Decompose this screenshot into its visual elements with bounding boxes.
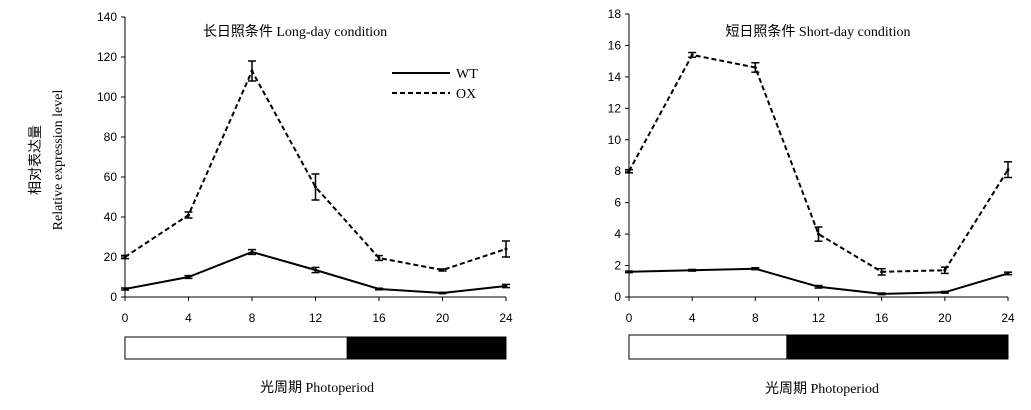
y-tick-label: 18 — [608, 7, 622, 21]
legend-label-wt: WT — [456, 67, 478, 82]
series-line-wt — [628, 267, 1009, 295]
y-axis-label-en: Relative expression level — [51, 90, 66, 231]
photoperiod-light-bar — [628, 334, 788, 360]
x-tick-label: 16 — [372, 311, 386, 325]
y-tick-label: 120 — [97, 50, 117, 64]
y-tick-label: 0 — [614, 290, 621, 304]
y-axis-label-cn: 相对表达量 — [28, 125, 44, 195]
photoperiod-dark-bar — [786, 334, 1009, 360]
x-tick-label: 8 — [249, 311, 256, 325]
x-tick-label: 20 — [938, 311, 952, 325]
x-tick-label: 12 — [309, 311, 323, 325]
photoperiod-light-bar — [124, 336, 348, 360]
photoperiod-dark-bar — [346, 336, 507, 360]
y-tick-label: 0 — [110, 290, 117, 304]
y-tick-label: 6 — [614, 196, 621, 210]
y-tick-label: 80 — [104, 130, 118, 144]
y-tick-label: 2 — [614, 259, 621, 273]
y-tick-label: 4 — [614, 227, 621, 241]
y-tick-label: 20 — [104, 250, 118, 264]
x-tick-label: 4 — [185, 311, 192, 325]
y-tick-label: 10 — [608, 133, 622, 147]
y-tick-label: 40 — [104, 210, 118, 224]
x-tick-label: 8 — [752, 311, 759, 325]
x-tick-label: 4 — [689, 311, 696, 325]
x-tick-label: 12 — [812, 311, 826, 325]
y-tick-label: 8 — [614, 164, 621, 178]
x-tick-label: 0 — [122, 311, 129, 325]
y-tick-label: 60 — [104, 170, 118, 184]
y-tick-label: 100 — [97, 90, 117, 104]
y-tick-label: 12 — [608, 101, 622, 115]
x-tick-label: 20 — [436, 311, 450, 325]
legend: WT OX — [392, 67, 478, 102]
y-tick-label: 14 — [608, 70, 622, 84]
series-line-ox — [124, 68, 507, 272]
chart-title: 短日照条件 Short-day condition — [725, 23, 910, 40]
chart-title: 长日照条件 Long-day condition — [203, 23, 387, 40]
y-axis-label: 相对表达量 Relative expression level — [28, 90, 66, 231]
x-tick-label: 16 — [875, 311, 889, 325]
x-axis-label: 光周期 Photoperiod — [765, 381, 879, 397]
legend-label-ox: OX — [456, 87, 476, 102]
chart-short-day: 短日照条件 Short-day condition 光周期 Photoperio… — [608, 7, 1015, 397]
y-tick-label: 140 — [97, 10, 117, 24]
x-tick-label: 24 — [499, 311, 513, 325]
x-axis-label: 光周期 Photoperiod — [260, 380, 374, 396]
x-tick-label: 0 — [626, 311, 633, 325]
chart-long-day: 长日照条件 Long-day condition 光周期 Photoperiod… — [97, 10, 513, 396]
y-tick-label: 16 — [608, 38, 622, 52]
x-tick-label: 24 — [1001, 311, 1015, 325]
